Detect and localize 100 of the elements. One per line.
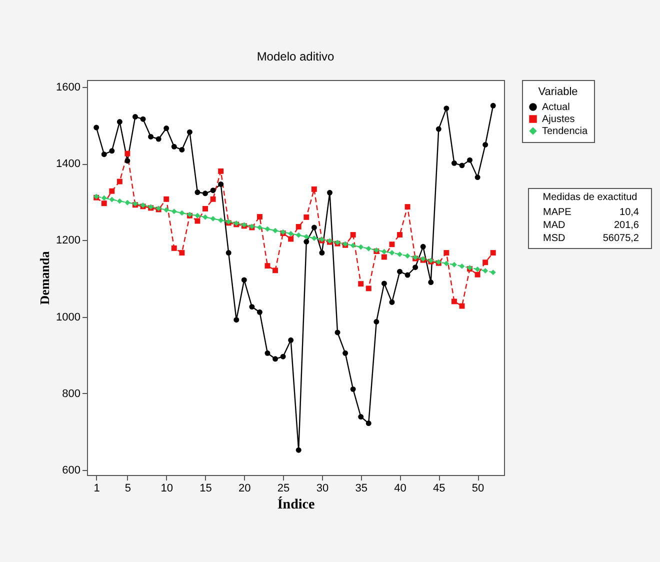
point [109, 188, 115, 194]
point [381, 280, 387, 286]
point [311, 186, 317, 192]
point [256, 309, 262, 315]
point [451, 298, 457, 304]
point [226, 250, 232, 256]
point [171, 245, 177, 251]
point [319, 250, 325, 256]
point [459, 263, 465, 269]
point [428, 280, 434, 286]
point [482, 260, 488, 266]
point [171, 208, 177, 214]
point [124, 200, 130, 206]
point [404, 253, 410, 259]
x-tick-label: 10 [160, 482, 173, 494]
point [256, 224, 262, 230]
point [296, 447, 302, 453]
point [490, 270, 496, 276]
point [202, 214, 208, 220]
point [381, 254, 387, 260]
x-tick-label: 15 [200, 482, 212, 494]
point [101, 200, 107, 206]
x-tick-label: 1 [94, 482, 100, 494]
point [272, 268, 278, 274]
point [374, 319, 380, 324]
point [474, 174, 480, 180]
point [467, 157, 473, 163]
x-tick-label: 20 [238, 482, 251, 494]
legend-label: Tendencia [542, 126, 588, 137]
point [420, 244, 426, 250]
point [490, 102, 496, 108]
point [397, 268, 402, 274]
y-tick-label: 1000 [56, 311, 80, 324]
point [210, 188, 216, 194]
point [288, 337, 294, 343]
x-tick-label: 40 [394, 482, 406, 494]
y-tick-label: 1200 [56, 234, 80, 247]
point [109, 148, 115, 154]
point [334, 330, 340, 336]
point [171, 144, 177, 150]
point [179, 210, 185, 216]
point [116, 198, 122, 204]
legend-title: Variable [538, 86, 578, 98]
point [451, 262, 457, 268]
point [194, 212, 200, 218]
point [366, 420, 372, 426]
point [140, 116, 146, 122]
point [304, 238, 310, 244]
point [342, 350, 348, 356]
point [264, 263, 270, 269]
point [304, 234, 310, 240]
point [444, 106, 450, 112]
point [358, 244, 364, 250]
point [350, 386, 356, 392]
point [412, 264, 418, 270]
point [234, 317, 240, 323]
point [288, 230, 294, 236]
point [116, 119, 122, 124]
point [101, 195, 107, 201]
point [194, 218, 200, 224]
point [311, 235, 317, 241]
y-tick-label: 1400 [56, 158, 80, 170]
point [194, 190, 200, 195]
point [404, 272, 410, 278]
point [164, 126, 170, 132]
point [404, 204, 410, 210]
point [116, 178, 122, 184]
point [482, 142, 488, 148]
point [451, 160, 457, 166]
point [132, 114, 138, 120]
point [148, 134, 154, 140]
point [490, 250, 496, 256]
point [311, 224, 317, 230]
point [272, 356, 278, 362]
point [444, 250, 450, 256]
point [397, 252, 402, 258]
point [459, 162, 465, 168]
point [272, 228, 278, 234]
y-axis-title: Demanda [37, 250, 52, 305]
point [397, 232, 402, 238]
y-tick-label: 600 [62, 464, 80, 477]
point [436, 126, 442, 132]
point [474, 272, 480, 278]
y-tick-label: 800 [62, 388, 80, 400]
text-box: Medidas de exactitud MAPE 10,4 MAD 201,6 MSD 56075,2 [528, 188, 652, 249]
point [444, 260, 450, 266]
point [459, 303, 465, 309]
point [241, 277, 247, 283]
x-tick-label: 5 [124, 482, 132, 494]
point [389, 299, 395, 305]
point [350, 232, 356, 238]
point [350, 242, 356, 248]
point [264, 350, 270, 356]
x-axis-title: Índice [277, 496, 315, 512]
point [218, 181, 224, 187]
point [326, 190, 332, 196]
point [164, 207, 170, 213]
point [210, 196, 216, 202]
chart-title: Modelo aditivo [256, 50, 335, 64]
point [164, 196, 170, 202]
